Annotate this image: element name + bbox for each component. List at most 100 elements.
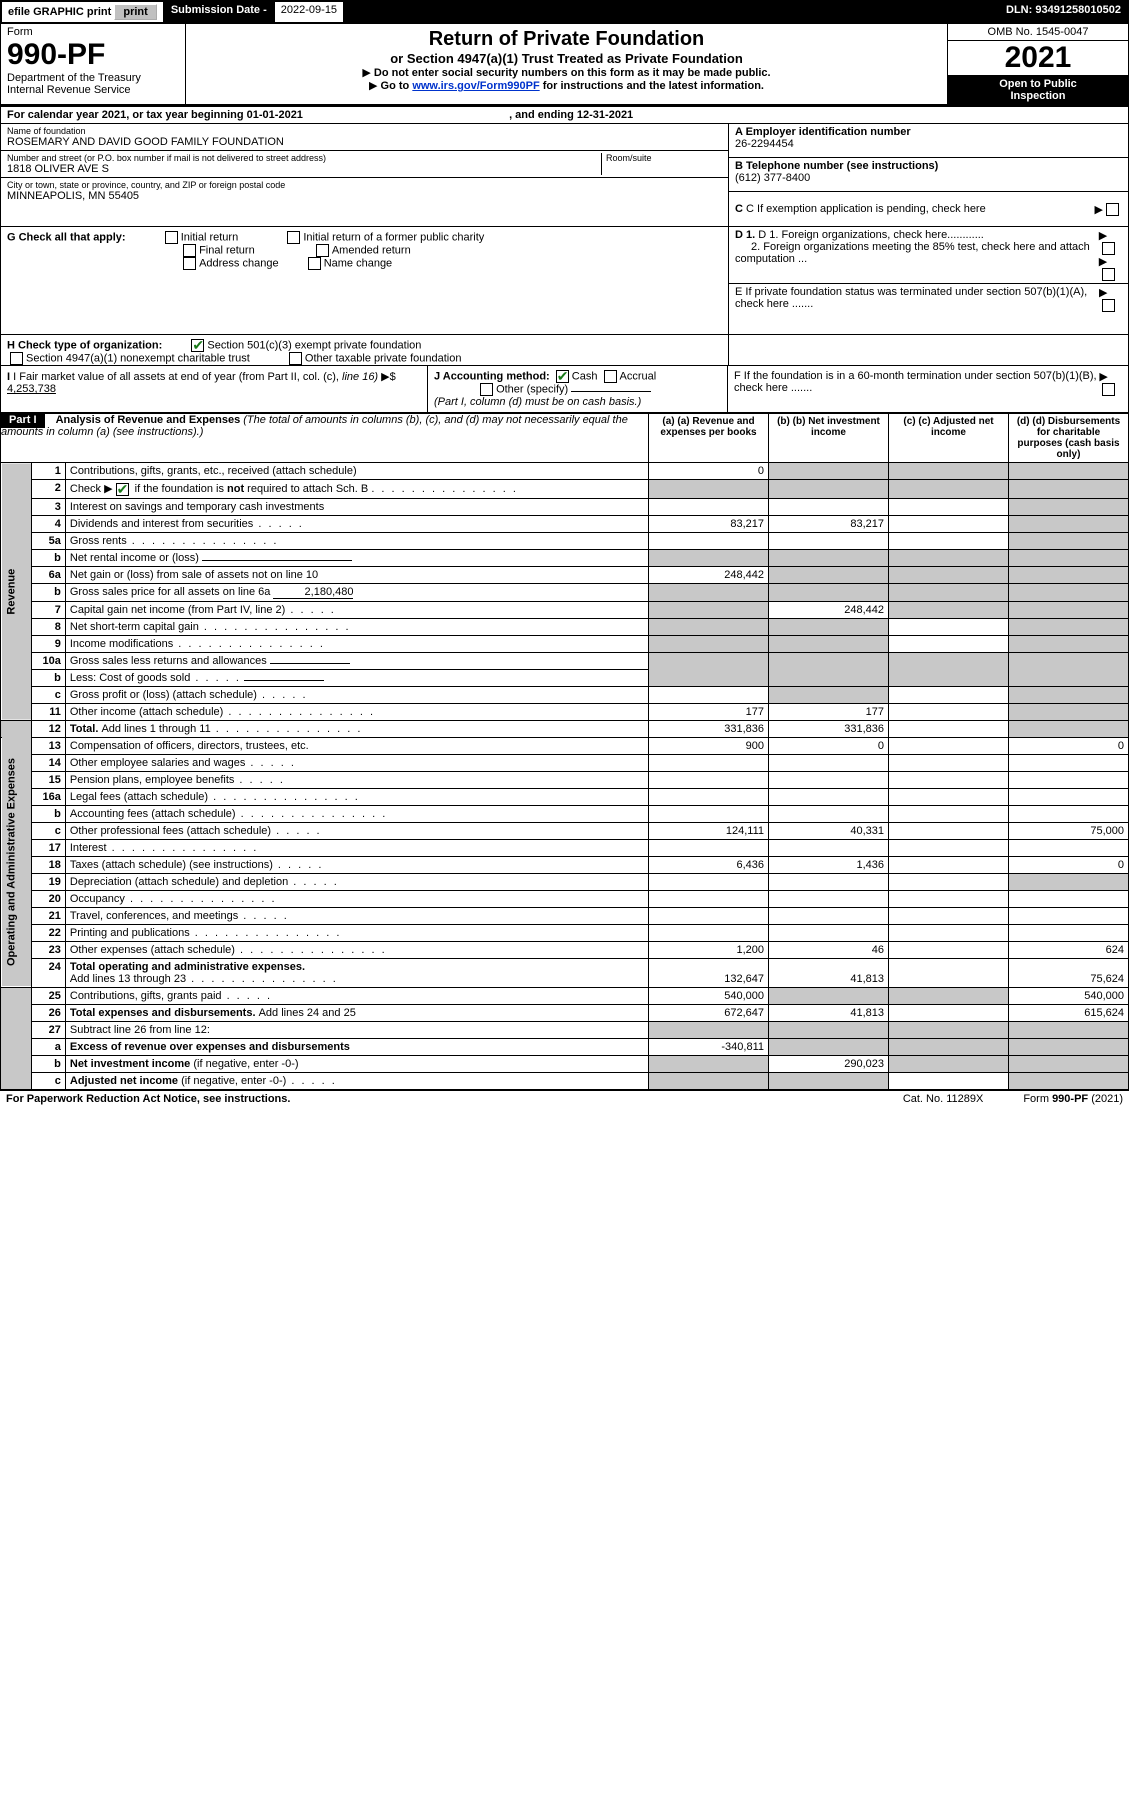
r4-num: 4 [31,515,65,532]
r24-dd: 75,624 [1009,958,1129,987]
g-chk-initial[interactable] [165,231,178,244]
row-13: Operating and Administrative Expenses 13… [1,737,1129,754]
row-1: Revenue 1 Contributions, gifts, grants, … [1,463,1129,480]
city: MINNEAPOLIS, MN 55405 [7,190,722,202]
calyear-pre: For calendar year 2021, or tax year begi… [7,109,247,121]
r5b-desc: Net rental income or (loss) [65,549,648,566]
r16b-desc: Accounting fees (attach schedule) [65,805,648,822]
form-header-right: OMB No. 1545-0047 2021 Open to Public In… [948,24,1128,104]
j-chk-cash[interactable] [556,370,569,383]
r2-c [889,480,1009,499]
row-15: 15Pension plans, employee benefits [1,771,1129,788]
r26-d: Add lines 24 and 25 [259,1007,356,1019]
arrow-icon [1095,203,1103,216]
r17-desc: Interest [65,839,648,856]
r18-b: 1,436 [769,856,889,873]
r14-d: Other employee salaries and wages [70,757,245,769]
r2-pre: Check [70,483,104,495]
g-o5: Amended return [332,244,411,256]
g-o1: Initial return [181,231,238,243]
j-chk-accrual[interactable] [604,370,617,383]
row-11: 11 Other income (attach schedule) 177177 [1,703,1129,720]
form-link[interactable]: www.irs.gov/Form990PF [412,80,539,92]
r20-num: 20 [31,890,65,907]
h-o2: Section 4947(a)(1) nonexempt charitable … [26,352,250,364]
r6b-d: Gross sales price for all assets on line… [70,586,271,598]
row-10a: 10a Gross sales less returns and allowan… [1,652,1129,669]
r23-b: 46 [769,941,889,958]
r2-desc: Check if the foundation is not required … [65,480,648,499]
h-chk-other[interactable] [289,352,302,365]
g-chk-amended[interactable] [316,244,329,257]
r7-num: 7 [31,601,65,618]
expenses-side-label: Operating and Administrative Expenses [1,737,32,987]
r3-c [889,498,1009,515]
g-o2: Final return [199,244,255,256]
row-23: 23Other expenses (attach schedule)1,2004… [1,941,1129,958]
name-label: Name of foundation [7,126,722,136]
d2-checkbox[interactable] [1102,268,1115,281]
r9-desc: Income modifications [65,635,648,652]
h-chk-4947[interactable] [10,352,23,365]
r12-d: Add lines 1 through 11 [101,723,210,735]
r15-d: Pension plans, employee benefits [70,774,235,786]
row-6b: b Gross sales price for all assets on li… [1,583,1129,601]
g-chk-final[interactable] [183,244,196,257]
r2-checkbox[interactable] [116,483,129,496]
d1-checkbox[interactable] [1102,242,1115,255]
r16c-d: Other professional fees (attach schedule… [70,825,271,837]
r19-num: 19 [31,873,65,890]
arrow-icon [1099,255,1107,268]
footer-left: For Paperwork Reduction Act Notice, see … [6,1093,290,1105]
h-chk-501c3[interactable] [191,339,204,352]
row-27c: cAdjusted net income (if negative, enter… [1,1072,1129,1089]
d-row: D 1. D 1. Foreign organizations, check h… [729,227,1128,284]
r27b-db: Net investment income [70,1058,193,1070]
r25-a: 540,000 [649,987,769,1004]
g-chk-name[interactable] [308,257,321,270]
print-button[interactable]: print [114,4,156,20]
r1-a: 0 [649,463,769,480]
arrow-icon [1099,286,1107,299]
r21-d: Travel, conferences, and meetings [70,910,238,922]
form-header-left: Form 990-PF Department of the Treasury I… [1,24,186,104]
phone-label: B Telephone number (see instructions) [735,160,938,172]
r16c-dd: 75,000 [1009,822,1129,839]
g-chk-address[interactable] [183,257,196,270]
arrow-icon [1099,370,1107,383]
c-checkbox[interactable] [1106,203,1119,216]
arrow-icon [104,482,112,495]
r2-post: if the foundation is [135,483,227,495]
r19-desc: Depreciation (attach schedule) and deple… [65,873,648,890]
r2-b: not [227,483,244,495]
e-checkbox[interactable] [1102,299,1115,312]
form-title: Return of Private Foundation [190,28,943,51]
r24-num: 24 [31,958,65,987]
h-o3: Other taxable private foundation [305,352,462,364]
j-chk-other[interactable] [480,383,493,396]
info-block: Name of foundation ROSEMARY AND DAVID GO… [0,124,1129,227]
r13-a: 900 [649,737,769,754]
d-e-section: D 1. D 1. Foreign organizations, check h… [728,227,1128,334]
tax-year: 2021 [948,41,1128,76]
exemption-row: C C If exemption application is pending,… [729,192,1128,226]
r6b-num: b [31,583,65,601]
g-chk-initial-former[interactable] [287,231,300,244]
r13-d: 0 [1009,737,1129,754]
r9-d: Income modifications [70,638,173,650]
row-22: 22Printing and publications [1,924,1129,941]
row-10c: c Gross profit or (loss) (attach schedul… [1,686,1129,703]
r10c-d: Gross profit or (loss) (attach schedule) [70,689,257,701]
r11-desc: Other income (attach schedule) [65,703,648,720]
f-checkbox[interactable] [1102,383,1115,396]
r16c-desc: Other professional fees (attach schedule… [65,822,648,839]
r26-dd: 615,624 [1009,1004,1129,1021]
r19-d: Depreciation (attach schedule) and deple… [70,876,288,888]
r1-desc: Contributions, gifts, grants, etc., rece… [65,463,648,480]
r16c-b: 40,331 [769,822,889,839]
row-25: 25Contributions, gifts, grants paid540,0… [1,987,1129,1004]
calyear-end: 12-31-2021 [577,109,633,121]
row-16b: bAccounting fees (attach schedule) [1,805,1129,822]
row-26: 26Total expenses and disbursements. Add … [1,1004,1129,1021]
r25-d: Contributions, gifts, grants paid [70,990,222,1002]
